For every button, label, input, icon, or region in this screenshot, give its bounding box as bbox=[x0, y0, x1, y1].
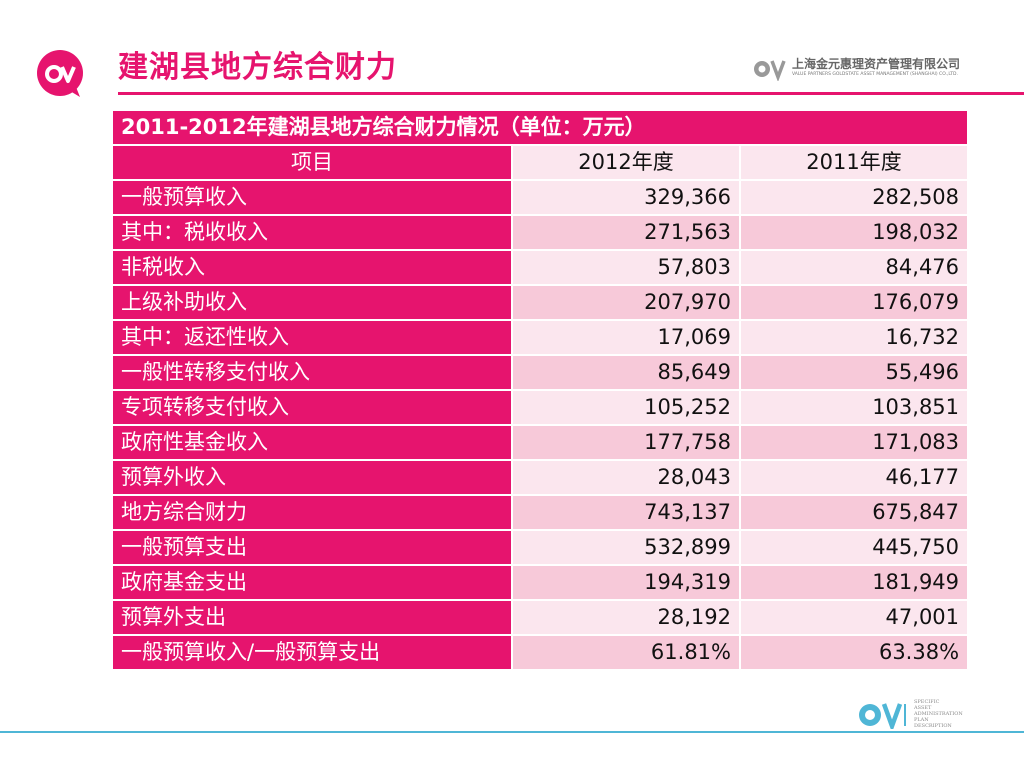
page-title: 建湖县地方综合财力 bbox=[118, 50, 397, 85]
table-row: 预算外支出 28,192 47,001 bbox=[111, 599, 970, 636]
value-2012: 85,649 bbox=[511, 354, 741, 391]
value-2011: 282,508 bbox=[738, 179, 970, 216]
footer-logo: SPECIFIC ASSET ADMINISTRATION PLAN DESCR… bbox=[856, 697, 976, 731]
table-row: 上级补助收入 207,970 176,079 bbox=[111, 284, 970, 321]
value-2012: 105,252 bbox=[511, 389, 741, 426]
row-label: 预算外收入 bbox=[111, 459, 513, 496]
header-rule bbox=[118, 92, 1024, 95]
table-row: 一般性转移支付收入 85,649 55,496 bbox=[111, 354, 970, 391]
brand-logo-icon bbox=[34, 47, 86, 99]
footer-text-line: PLAN bbox=[914, 717, 929, 723]
value-2011: 675,847 bbox=[738, 494, 970, 531]
row-label: 一般预算收入/一般预算支出 bbox=[111, 634, 513, 671]
footer-text-line: ADMINISTRATION bbox=[914, 711, 963, 717]
footer-text-line: DESCRIPTION bbox=[914, 723, 952, 729]
table-header-row: 项目 2012年度 2011年度 bbox=[111, 144, 970, 181]
row-label: 上级补助收入 bbox=[111, 284, 513, 321]
value-2011: 46,177 bbox=[738, 459, 970, 496]
value-2012: 177,758 bbox=[511, 424, 741, 461]
row-label: 一般性转移支付收入 bbox=[111, 354, 513, 391]
table-row: 地方综合财力 743,137 675,847 bbox=[111, 494, 970, 531]
table-caption: 2011-2012年建湖县地方综合财力情况（单位：万元） bbox=[110, 109, 970, 146]
value-2012: 532,899 bbox=[511, 529, 741, 566]
row-label: 地方综合财力 bbox=[111, 494, 513, 531]
table-row: 预算外收入 28,043 46,177 bbox=[111, 459, 970, 496]
row-label: 其中：税收收入 bbox=[111, 214, 513, 251]
value-2012: 743,137 bbox=[511, 494, 741, 531]
value-2011: 84,476 bbox=[738, 249, 970, 286]
table-row: 其中：返还性收入 17,069 16,732 bbox=[111, 319, 970, 356]
value-2011: 445,750 bbox=[738, 529, 970, 566]
table-row: 一般预算支出 532,899 445,750 bbox=[111, 529, 970, 566]
company-logo: 上海金元惠理资产管理有限公司 VALUE PARTNERS GOLDSTATE … bbox=[752, 57, 977, 83]
row-label: 非税收入 bbox=[111, 249, 513, 286]
value-2011: 176,079 bbox=[738, 284, 970, 321]
value-2012: 28,192 bbox=[511, 599, 741, 636]
row-label: 一般预算支出 bbox=[111, 529, 513, 566]
row-label: 预算外支出 bbox=[111, 599, 513, 636]
table-row: 一般预算收入/一般预算支出 61.81% 63.38% bbox=[111, 634, 970, 671]
value-2012: 271,563 bbox=[511, 214, 741, 251]
value-2012: 194,319 bbox=[511, 564, 741, 601]
value-2011: 55,496 bbox=[738, 354, 970, 391]
column-header: 2012年度 bbox=[511, 144, 741, 181]
row-label: 专项转移支付收入 bbox=[111, 389, 513, 426]
table-row: 非税收入 57,803 84,476 bbox=[111, 249, 970, 286]
value-2012: 57,803 bbox=[511, 249, 741, 286]
value-2011: 181,949 bbox=[738, 564, 970, 601]
value-2012: 329,366 bbox=[511, 179, 741, 216]
value-2012: 61.81% bbox=[511, 634, 741, 671]
footer-text: SPECIFIC ASSET ADMINISTRATION PLAN DESCR… bbox=[914, 699, 974, 729]
table-row: 政府性基金收入 177,758 171,083 bbox=[111, 424, 970, 461]
value-2011: 47,001 bbox=[738, 599, 970, 636]
table-row: 一般预算收入 329,366 282,508 bbox=[111, 179, 970, 216]
value-2011: 198,032 bbox=[738, 214, 970, 251]
table-row: 专项转移支付收入 105,252 103,851 bbox=[111, 389, 970, 426]
footer-text-line: SPECIFIC bbox=[914, 699, 940, 705]
row-label: 其中：返还性收入 bbox=[111, 319, 513, 356]
value-2011: 103,851 bbox=[738, 389, 970, 426]
column-header: 2011年度 bbox=[738, 144, 970, 181]
company-name: 上海金元惠理资产管理有限公司 bbox=[792, 57, 961, 71]
value-2011: 16,732 bbox=[738, 319, 970, 356]
company-mark-icon bbox=[754, 60, 786, 81]
value-2012: 17,069 bbox=[511, 319, 741, 356]
value-2012: 28,043 bbox=[511, 459, 741, 496]
table-caption-row: 2011-2012年建湖县地方综合财力情况（单位：万元） bbox=[110, 109, 970, 146]
row-label: 一般预算收入 bbox=[111, 179, 513, 216]
table-row: 其中：税收收入 271,563 198,032 bbox=[111, 214, 970, 251]
footer-mark-icon bbox=[859, 703, 906, 729]
value-2011: 171,083 bbox=[738, 424, 970, 461]
row-label: 政府基金支出 bbox=[111, 564, 513, 601]
footer-rule bbox=[0, 731, 1024, 733]
footer-text-line: ASSET bbox=[914, 705, 932, 711]
value-2012: 207,970 bbox=[511, 284, 741, 321]
finance-table: 2011-2012年建湖县地方综合财力情况（单位：万元） 项目 2012年度 2… bbox=[110, 109, 970, 671]
value-2011: 63.38% bbox=[738, 634, 970, 671]
table-row: 政府基金支出 194,319 181,949 bbox=[111, 564, 970, 601]
company-name-en: VALUE PARTNERS GOLDSTATE ASSET MANAGEMEN… bbox=[792, 72, 958, 77]
row-label: 政府性基金收入 bbox=[111, 424, 513, 461]
column-header: 项目 bbox=[111, 144, 513, 181]
